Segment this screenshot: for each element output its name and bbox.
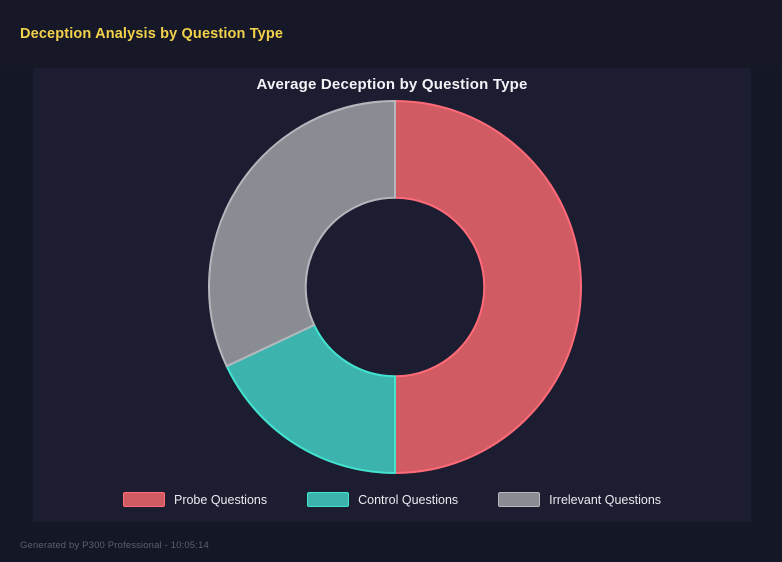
legend-item-control[interactable]: Control Questions: [307, 492, 458, 507]
donut-slice[interactable]: [394, 100, 582, 474]
footer-generated-by: Generated by P300 Professional - 10:05:1…: [20, 540, 209, 551]
donut-slice[interactable]: [208, 100, 396, 368]
legend-label-probe: Probe Questions: [173, 492, 268, 507]
app-header: Deception Analysis by Question Type: [0, 0, 782, 68]
legend-item-irrelevant[interactable]: Irrelevant Questions: [498, 492, 661, 507]
donut-chart-svg: [208, 100, 582, 474]
donut-slice[interactable]: [225, 324, 396, 474]
legend-swatch-irrelevant: [498, 492, 541, 507]
chart-legend: Probe Questions Control Questions Irrele…: [33, 492, 751, 507]
legend-label-control: Control Questions: [358, 492, 459, 507]
chart-card: Average Deception by Question Type Probe…: [33, 68, 751, 522]
chart-title: Average Deception by Question Type: [256, 76, 528, 93]
legend-swatch-control: [307, 492, 350, 507]
legend-item-probe[interactable]: Probe Questions: [122, 492, 268, 507]
legend-swatch-probe: [122, 492, 165, 507]
donut-chart: [205, 97, 585, 477]
donut-slice-group: [208, 100, 582, 474]
page-title: Deception Analysis by Question Type: [20, 26, 284, 42]
legend-label-irrelevant: Irrelevant Questions: [549, 492, 662, 507]
